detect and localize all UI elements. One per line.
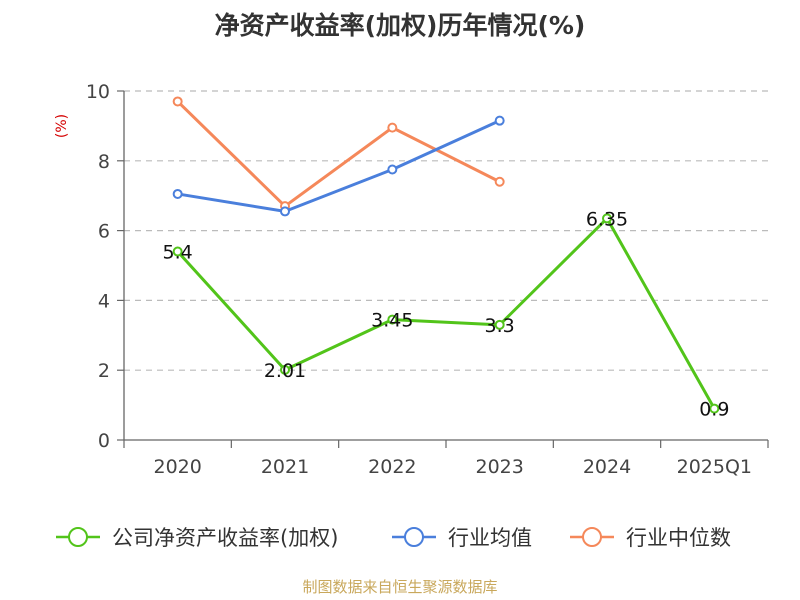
x-tick-label: 2023	[475, 456, 523, 478]
x-tick-label: 2021	[261, 456, 309, 478]
y-axis-unit-label: (%)	[54, 114, 70, 138]
y-tick-label: 6	[98, 221, 110, 243]
data-point	[494, 115, 505, 126]
data-point	[494, 319, 505, 330]
data-label: 0.9	[699, 399, 729, 421]
series-line	[176, 216, 716, 410]
data-label: 6.35	[586, 208, 628, 230]
legend-marker	[582, 527, 602, 547]
legend-label: 行业中位数	[626, 526, 731, 550]
legend-label: 行业均值	[448, 526, 532, 550]
gridlines	[124, 90, 768, 371]
y-tick-label: 2	[98, 360, 110, 382]
data-point	[387, 314, 398, 325]
series-line	[177, 119, 501, 213]
y-tick-label: 8	[98, 151, 110, 173]
x-tick-label: 2025Q1	[677, 456, 752, 478]
data-point	[172, 246, 183, 257]
x-tick-label: 2022	[368, 456, 416, 478]
x-tick-label: 2020	[153, 456, 201, 478]
legend-label: 公司净资产收益率(加权)	[112, 526, 338, 550]
x-tick-label: 2024	[583, 456, 631, 478]
data-point	[280, 206, 290, 217]
data-point	[387, 164, 398, 175]
data-point	[709, 403, 720, 414]
legend-marker	[404, 527, 424, 547]
chart-title: 净资产收益率(加权)历年情况(%)	[214, 11, 586, 40]
legend: 公司净资产收益率(加权) 行业均值 行业中位数	[56, 526, 731, 550]
data-point	[172, 188, 183, 199]
source-note: 制图数据来自恒生聚源数据库	[302, 578, 498, 596]
legend-marker	[68, 527, 88, 547]
data-labels: 5.4 2.01 3.45 3.3 6.35 0.9	[163, 208, 730, 420]
y-tick-label: 0	[98, 430, 110, 452]
data-label: 2.01	[264, 360, 306, 382]
axes: 0 2 4 6 8 10 (%) 2020 2021 2022 2023 2024 2025Q1	[54, 81, 769, 478]
data-point	[172, 96, 183, 107]
data-point	[387, 122, 398, 133]
data-label: 5.4	[163, 242, 193, 264]
y-tick-label: 10	[86, 81, 110, 103]
data-point	[494, 176, 505, 187]
data-label: 3.3	[485, 315, 515, 337]
y-tick-label: 4	[98, 290, 110, 312]
series-lines	[172, 96, 720, 414]
series-line	[176, 100, 501, 208]
data-point	[280, 364, 290, 375]
data-label: 3.45	[371, 310, 413, 332]
data-point	[602, 213, 612, 224]
